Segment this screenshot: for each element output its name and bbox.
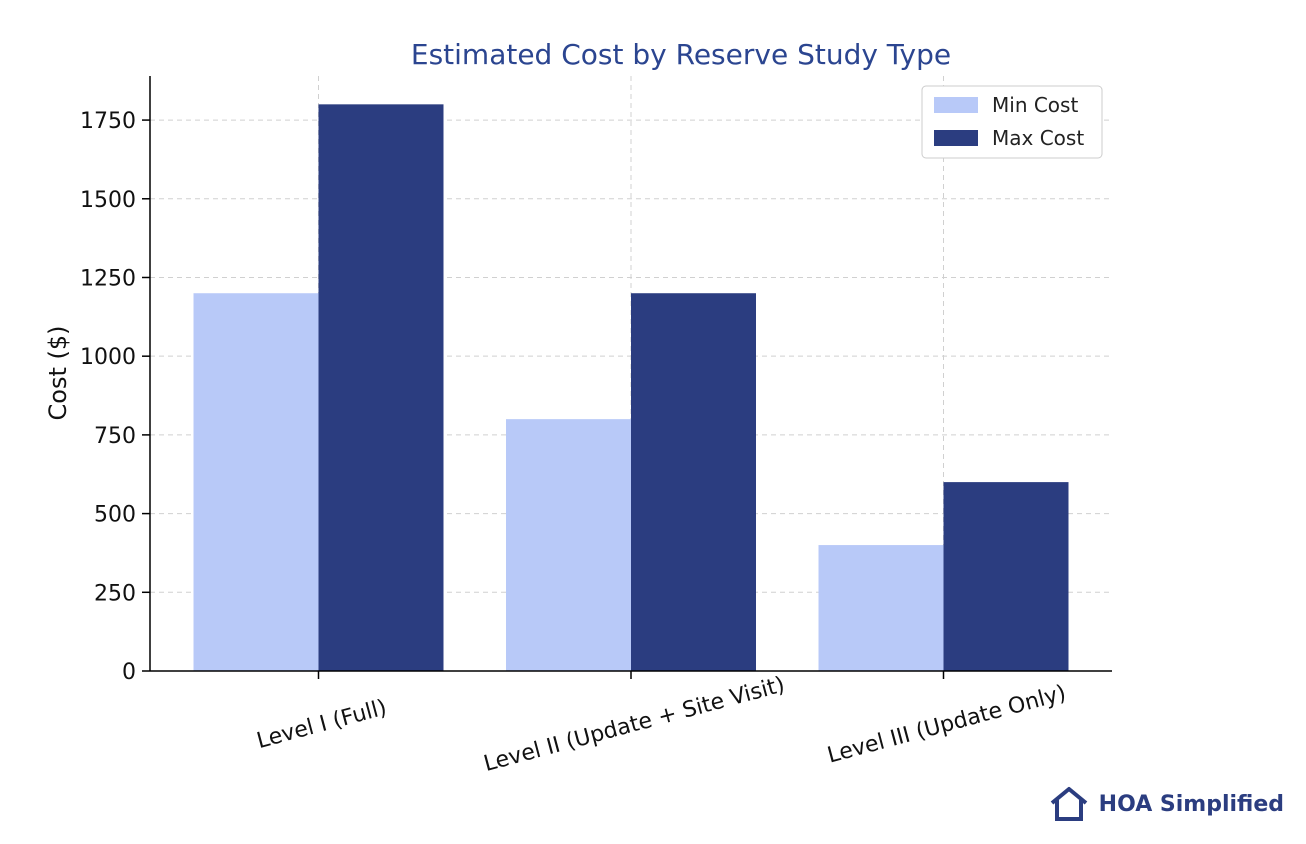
brand-name: HOA Simplified	[1098, 791, 1284, 817]
bar-min-cost-1	[506, 419, 631, 671]
legend-label: Min Cost	[992, 93, 1078, 117]
bar-max-cost-0	[318, 104, 444, 672]
y-tick-label: 1000	[80, 345, 136, 370]
y-tick-label: 750	[94, 424, 136, 449]
chart-title: Estimated Cost by Reserve Study Type	[411, 38, 951, 71]
bar-max-cost-1	[631, 293, 756, 671]
y-tick-label: 1500	[80, 188, 136, 213]
y-tick-label: 0	[122, 660, 136, 685]
bar-max-cost-2	[943, 482, 1069, 671]
legend-label: Max Cost	[992, 126, 1084, 150]
bar-min-cost-0	[193, 293, 319, 671]
y-tick-labels: 0 250 500 750 1000 1250 1500 1750	[80, 109, 150, 685]
brand-logo: HOA Simplified	[1049, 786, 1284, 822]
house-icon	[1050, 787, 1087, 821]
y-tick-label: 1250	[80, 266, 136, 291]
y-tick-label: 1750	[80, 109, 136, 134]
x-tick-label: Level III (Update Only)	[825, 681, 1069, 769]
bar-min-cost-2	[818, 545, 944, 671]
x-tick-label: Level I (Full)	[254, 695, 389, 754]
legend: Min Cost Max Cost	[921, 85, 1103, 159]
y-axis-title: Cost ($)	[44, 326, 72, 421]
legend-swatch	[934, 130, 978, 146]
legend-swatch	[934, 97, 978, 113]
x-tick-labels: Level I (Full) Level II (Update + Site Vi…	[254, 671, 1069, 777]
x-tick-label: Level II (Update + Site Visit)	[481, 672, 787, 776]
y-tick-label: 250	[94, 581, 136, 606]
bars	[193, 104, 1069, 672]
y-tick-label: 500	[94, 503, 136, 528]
